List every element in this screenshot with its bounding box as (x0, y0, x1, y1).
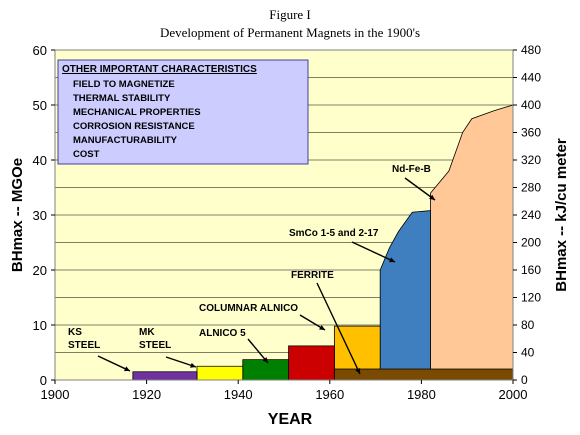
x-tick-label: 1980 (407, 387, 436, 402)
annotation-arrowhead (124, 366, 130, 372)
y-right-tick-label: 120 (521, 291, 541, 305)
x-axis-ticks: 1900 1920 1940 1960 1980 2000 (41, 380, 528, 402)
characteristic-item: MANUFACTURABILITY (73, 135, 178, 146)
characteristic-item: COST (73, 149, 100, 160)
annotation-label: MK STEEL (139, 327, 171, 351)
series-area (333, 368, 514, 381)
y-right-tick-label: 0 (521, 373, 528, 387)
y-right-tick-label: 440 (521, 71, 541, 85)
series-marks (132, 104, 514, 381)
characteristic-item: FIELD TO MAGNETIZE (73, 79, 175, 90)
annotation-arrowhead (429, 194, 435, 200)
y-right-tick-label: 320 (521, 153, 541, 167)
series-area (132, 371, 198, 381)
annotation-arrow (351, 241, 396, 263)
chart-subtitle: Development of Permanent Magnets in the … (160, 25, 420, 40)
x-tick-label: 1920 (132, 387, 161, 402)
annotation-arrow (97, 355, 131, 372)
x-axis-label: YEAR (268, 411, 313, 428)
y-tick-label: 50 (33, 98, 47, 113)
chart-title: Figure I (269, 7, 311, 22)
annotation-arrowhead (389, 257, 395, 263)
annotation-label: Nd-Fe-B (392, 164, 431, 175)
characteristics-box: OTHER IMPORTANT CHARACTERISTICS FIELD TO… (57, 59, 309, 165)
y-tick-label: 30 (33, 208, 47, 223)
y-tick-label: 20 (33, 263, 47, 278)
characteristic-item: THERMAL STABILITY (73, 93, 171, 104)
series-area (242, 359, 289, 381)
annotation-arrow (316, 282, 361, 375)
y-right-tick-label: 200 (521, 236, 541, 250)
y-right-tick-label: 280 (521, 181, 541, 195)
series-area (288, 345, 335, 381)
annotation-label: COLUMNAR ALNICO (199, 303, 298, 314)
y-right-tick-label: 480 (521, 43, 541, 57)
y-tick-label: 60 (33, 43, 47, 58)
annotation-label: ALNICO 5 (199, 328, 246, 339)
annotation-label: KS STEEL (68, 327, 100, 351)
characteristics-box-bg (57, 59, 309, 165)
y-axis-label: BHmax -- MGOe (9, 158, 26, 272)
annotation-label: FERRITE (291, 270, 334, 281)
annotation-arrows (97, 177, 436, 375)
y-tick-label: 10 (33, 318, 47, 333)
x-tick-label: 2000 (499, 387, 528, 402)
annotation-label: SmCo 1-5 and 2-17 (289, 228, 379, 239)
right-axis-ticks: 0 40 80 120 160 200 240 280 320 360 400 440 480 (513, 43, 541, 387)
series-labels: KS STEEL MK STEEL ALNICO 5 COLUMNAR ALNICO FER… (68, 164, 431, 351)
x-tick-label: 1940 (224, 387, 253, 402)
series-area (379, 210, 431, 381)
y-right-tick-label: 40 (521, 346, 535, 360)
characteristic-item: MECHANICAL PROPERTIES (73, 107, 201, 118)
x-tick-label: 1900 (41, 387, 70, 402)
y-right-tick-label: 80 (521, 318, 535, 332)
annotation-arrowhead (262, 357, 268, 363)
y-tick-label: 0 (40, 373, 47, 388)
characteristic-item: CORROSION RESISTANCE (73, 121, 195, 132)
y-right-tick-label: 240 (521, 208, 541, 222)
annotation-arrowhead (355, 368, 361, 374)
y-right-tick-label: 360 (521, 126, 541, 140)
characteristics-title: OTHER IMPORTANT CHARACTERISTICS (62, 64, 257, 75)
y-right-tick-label: 400 (521, 98, 541, 112)
y-tick-label: 40 (33, 153, 47, 168)
y-right-tick-label: 160 (521, 263, 541, 277)
series-area (196, 365, 244, 381)
annotation-arrowhead (319, 324, 325, 330)
y-axis-label-right: BHmax -- kJ/cu meter (553, 138, 570, 292)
annotation-arrow (404, 177, 436, 201)
x-tick-label: 1960 (315, 387, 344, 402)
annotation-arrowhead (190, 362, 196, 368)
left-axis-ticks: 0 10 20 30 40 50 60 (33, 43, 55, 388)
